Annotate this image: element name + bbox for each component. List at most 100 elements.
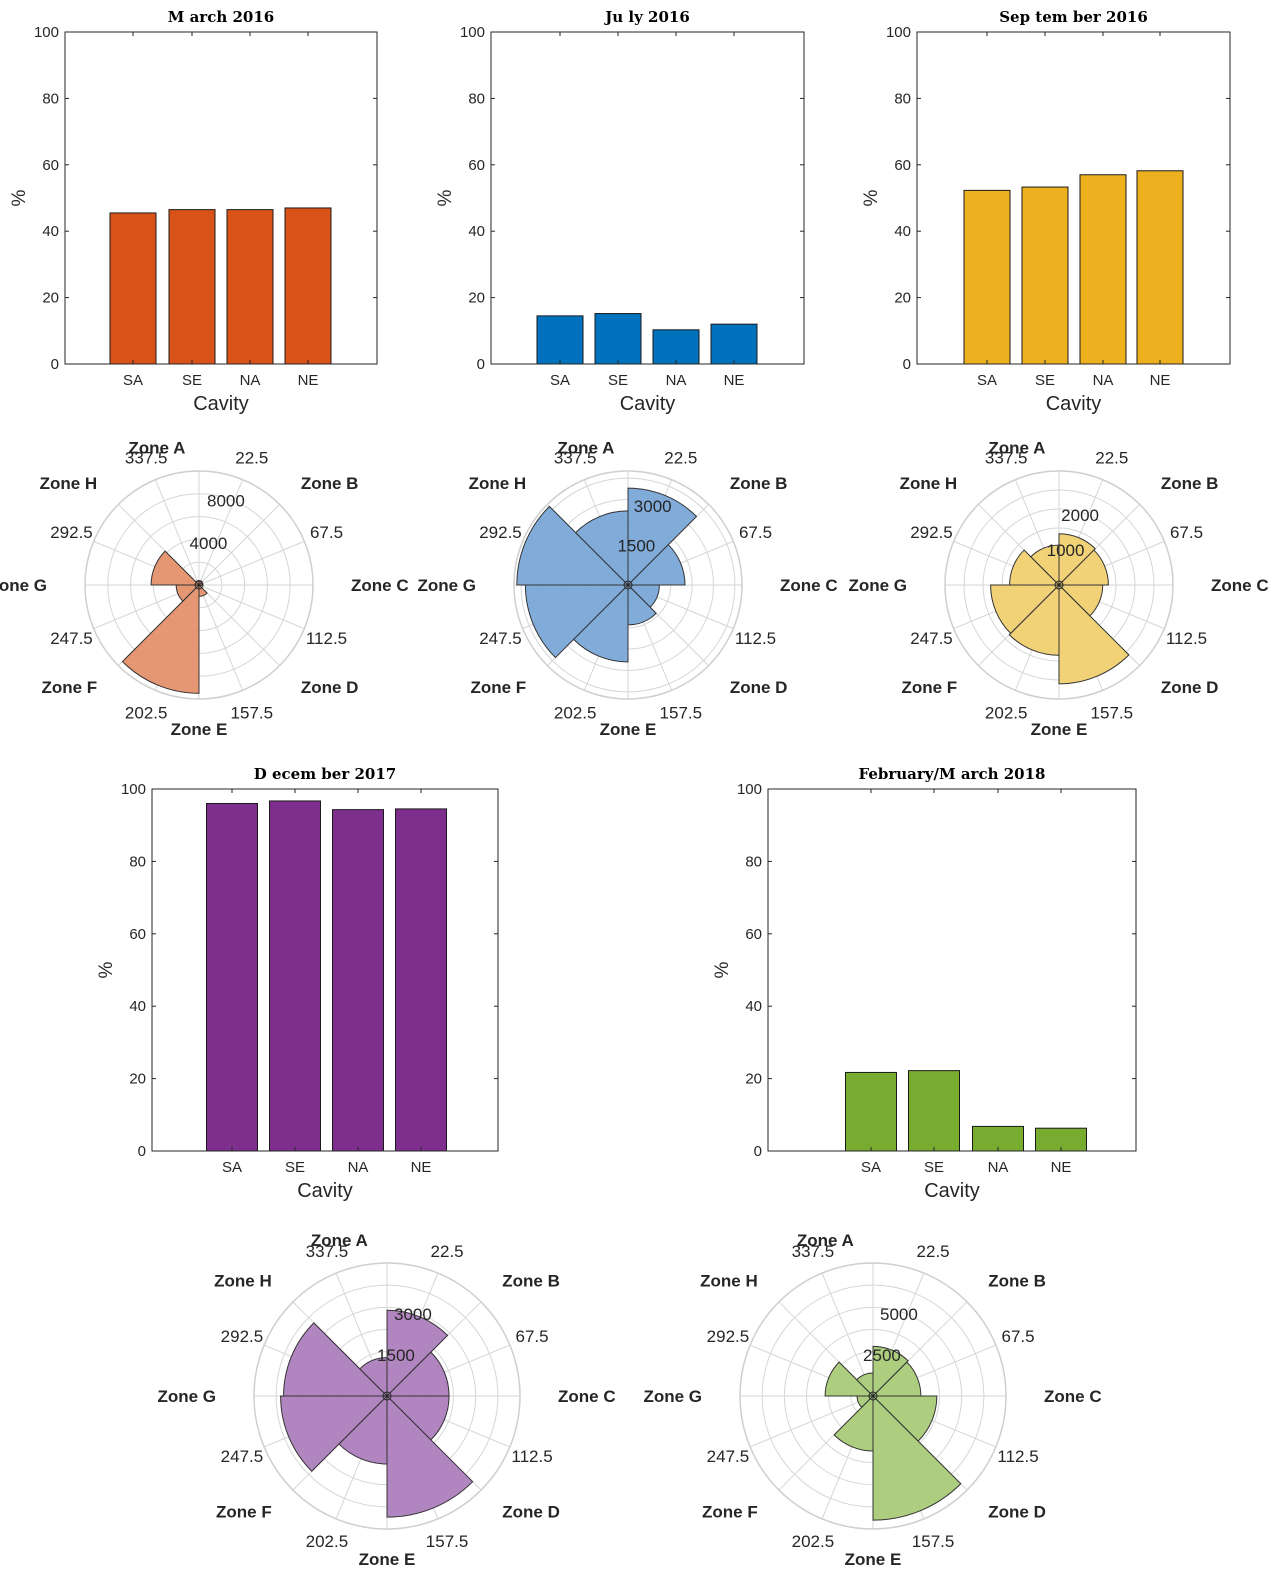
wedge-zone-d — [1058, 583, 1130, 685]
angle-label: 22.5 — [917, 1242, 950, 1261]
zone-label: Zone F — [216, 1502, 272, 1521]
y-tick-label: 80 — [894, 90, 911, 107]
wedge-zone-e — [1008, 583, 1060, 656]
angle-label: 157.5 — [1091, 703, 1134, 722]
y-tick-label: 0 — [138, 1143, 146, 1160]
x-tick-label: SA — [123, 372, 143, 389]
wedge-zone-g — [150, 550, 201, 586]
y-tick-label: 100 — [34, 24, 59, 41]
angle-label: 292.5 — [50, 523, 93, 542]
x-tick-label: NE — [1051, 1159, 1072, 1176]
polar-spoke — [198, 584, 280, 666]
x-tick-label: SA — [222, 1159, 242, 1176]
y-tick-label: 80 — [745, 853, 762, 870]
angle-label: 157.5 — [660, 703, 703, 722]
zone-label: Zone D — [301, 678, 359, 697]
wedge-zone-a — [1058, 533, 1096, 587]
zone-label: Zone A — [557, 438, 614, 457]
y-tick-label: 20 — [42, 290, 59, 307]
x-axis-label: Cavity — [924, 1180, 980, 1202]
zone-label: Zone C — [351, 576, 409, 595]
zone-label: Zone E — [600, 720, 657, 739]
axes-box — [151, 788, 499, 1152]
zone-label: Zone C — [1211, 576, 1269, 595]
y-tick-label: 0 — [754, 1143, 762, 1160]
wedge-zone-a — [386, 1309, 449, 1398]
zone-label: Zone G — [848, 576, 907, 595]
x-tick-label: NE — [724, 372, 745, 389]
wedge-zone-h — [855, 1372, 874, 1398]
zone-label: Zone F — [702, 1502, 758, 1521]
axes-box — [490, 31, 805, 365]
polar-spoke — [198, 504, 280, 586]
radial-tick-label: 1500 — [377, 1346, 415, 1365]
angle-label: 337.5 — [306, 1242, 349, 1261]
zone-label: Zone A — [311, 1231, 368, 1250]
wedge-zone-a — [627, 487, 698, 587]
angle-label: 247.5 — [707, 1447, 750, 1466]
angle-label: 112.5 — [735, 629, 776, 648]
radial-tick-label: 4000 — [190, 534, 228, 553]
y-axis-label: % — [861, 189, 882, 206]
zone-label: Zone E — [845, 1550, 902, 1569]
angle-label: 112.5 — [511, 1447, 552, 1466]
polar-rim — [739, 1262, 1007, 1530]
zone-label: Zone B — [301, 474, 359, 493]
x-tick-label: SA — [550, 372, 570, 389]
x-tick-label: NA — [240, 372, 261, 389]
bar-se — [168, 209, 216, 365]
x-tick-label: SE — [1035, 372, 1055, 389]
bar-chart: 0 20 40 60 80 100 SA SE NA NE Cavity% Sep tem ber 2… — [861, 8, 1231, 415]
angle-label: 67.5 — [1002, 1327, 1035, 1346]
radial-tick-label: 1500 — [617, 537, 655, 556]
zone-label: Zone A — [128, 438, 185, 457]
bar-chart: 0 20 40 60 80 100 SA SE NA NE Cavity% D ecem ber 20… — [96, 765, 499, 1202]
angle-label: 22.5 — [664, 449, 697, 468]
radial-tick-label: 1000 — [1047, 541, 1085, 560]
axes-box — [64, 31, 378, 365]
radial-tick-label: 5000 — [880, 1305, 918, 1324]
x-axis-label: Cavity — [193, 393, 249, 415]
zone-label: Zone C — [1044, 1387, 1102, 1406]
bar-se — [269, 800, 321, 1152]
bar-se — [1021, 186, 1069, 365]
y-axis-label: % — [435, 189, 456, 206]
bar-sa — [206, 802, 258, 1152]
angle-label: 67.5 — [310, 523, 343, 542]
polar-rim — [513, 470, 743, 700]
x-axis-label: Cavity — [297, 1180, 353, 1202]
wedge-zone-g — [1009, 549, 1061, 586]
y-axis-label: % — [9, 189, 30, 206]
angle-label: 157.5 — [912, 1532, 955, 1551]
zone-label: Zone D — [1161, 678, 1219, 697]
x-tick-label: NA — [1093, 372, 1114, 389]
y-tick-label: 40 — [42, 223, 59, 240]
y-tick-label: 100 — [737, 781, 762, 798]
y-tick-label: 0 — [477, 356, 485, 373]
angle-label: 337.5 — [792, 1242, 835, 1261]
x-tick-label: NE — [411, 1159, 432, 1176]
angle-label: 202.5 — [792, 1532, 835, 1551]
polar-chart: 2500 5000 22.5 67.5 112.5 157.5 202.5 247.5 292.… — [643, 1231, 1101, 1569]
angle-label: 67.5 — [516, 1327, 549, 1346]
wedge-zone-e — [121, 583, 200, 694]
bar-ne — [1136, 170, 1184, 365]
x-tick-label: SE — [285, 1159, 305, 1176]
wedge-zone-h — [1030, 544, 1060, 587]
wedge-zone-f — [524, 584, 630, 659]
y-tick-label: 60 — [129, 926, 146, 943]
y-tick-label: 20 — [468, 290, 485, 307]
angle-label: 247.5 — [50, 629, 93, 648]
zone-label: Zone H — [214, 1272, 272, 1291]
angle-label: 292.5 — [479, 523, 522, 542]
zone-label: Zone G — [417, 576, 476, 595]
polar-chart: 4000 8000 22.5 67.5 112.5 157.5 202.5 247.5 292.… — [0, 438, 409, 739]
wedge-zone-b — [1057, 549, 1109, 586]
bar-ne — [710, 323, 758, 365]
axes-box — [916, 31, 1231, 365]
bar-na — [652, 329, 700, 365]
bar-na — [1079, 174, 1127, 365]
bar-se — [908, 1070, 960, 1152]
zone-label: Zone B — [1161, 474, 1219, 493]
